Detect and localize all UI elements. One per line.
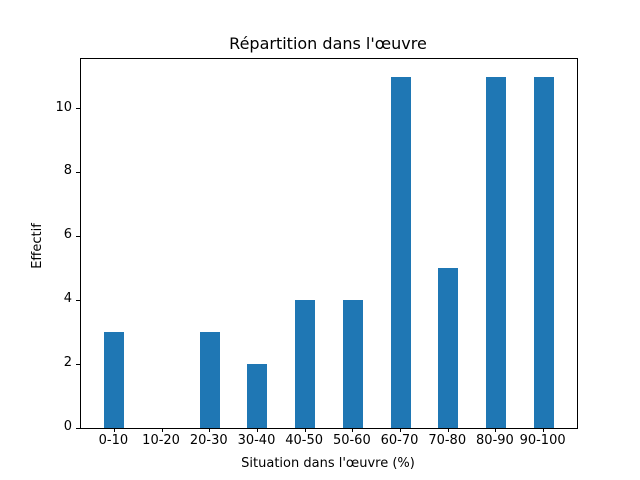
y-tick-label: 10 [55,99,72,115]
x-axis-label: Situation dans l'œuvre (%) [241,456,415,471]
x-tick-label: 70-80 [428,433,467,448]
bar-70-80 [438,268,459,428]
y-tick-mark [76,363,80,365]
x-tick-label: 80-90 [476,433,514,448]
x-tick-mark [400,428,402,432]
plot-area [76,58,578,432]
bar-40-50 [295,300,316,428]
x-tick-mark [161,428,163,432]
y-tick-label: 8 [63,163,72,179]
y-tick-label: 2 [63,355,72,371]
x-tick-label: 30-40 [237,433,276,448]
y-axis-label-text: Effectif [30,223,45,269]
x-tick-label: 10-20 [142,433,180,448]
x-tick-mark [447,428,449,432]
bar-20-30 [199,332,220,428]
chart-title: Répartition dans l'œuvre [229,34,427,53]
x-tick-mark [495,428,497,432]
x-tick-mark [352,428,354,432]
y-tick-mark [76,108,80,110]
x-tick-mark [304,428,306,432]
bar-90-100 [533,77,554,428]
y-tick-label: 0 [63,419,72,434]
x-tick-label: 40-50 [285,433,324,448]
x-tick-label: 90-100 [519,433,566,448]
bar-80-90 [485,77,506,428]
x-tick-label: 60-70 [380,433,419,448]
y-tick-mark [76,171,80,173]
x-tick-mark [209,428,211,432]
bar-60-70 [390,77,411,428]
y-tick-label: 4 [63,291,72,307]
bar-50-60 [342,300,363,428]
x-tick-label: 50-60 [332,433,371,448]
y-tick-mark [76,299,80,301]
bar-0-10 [104,332,125,428]
x-tick-mark [256,428,258,432]
y-tick-label: 6 [63,227,72,243]
bar-30-40 [247,364,268,428]
y-tick-mark [76,235,80,237]
x-tick-label: 0-10 [98,433,129,448]
x-tick-mark [543,428,545,432]
y-tick-mark [76,427,80,429]
x-tick-label: 20-30 [189,433,228,448]
x-tick-mark [113,428,115,432]
